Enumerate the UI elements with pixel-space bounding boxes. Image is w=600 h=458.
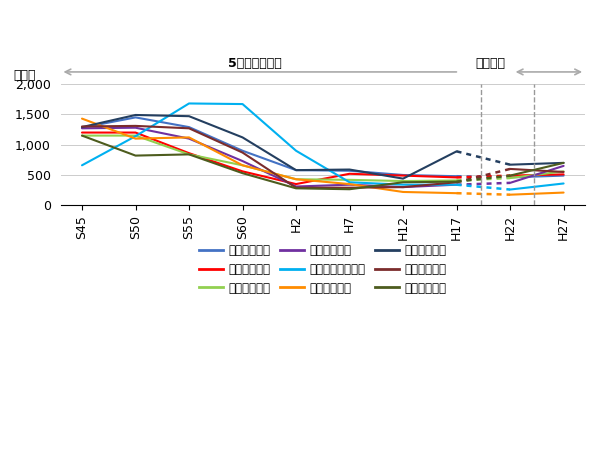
Text: 5年単位で抜出: 5年単位で抜出 bbox=[228, 56, 281, 70]
Legend: 津雲台小学校, 高野台小学校, 佐竹台小学校, 桃山台小学校, 千里たけみ小学校, 青山台小学校, 藤白台小学校, 古江台小学校, 北千里小学校: 津雲台小学校, 高野台小学校, 佐竹台小学校, 桃山台小学校, 千里たけみ小学校… bbox=[193, 238, 452, 300]
Text: 毎年抜出: 毎年抜出 bbox=[476, 56, 506, 70]
Text: （人）: （人） bbox=[13, 69, 36, 82]
